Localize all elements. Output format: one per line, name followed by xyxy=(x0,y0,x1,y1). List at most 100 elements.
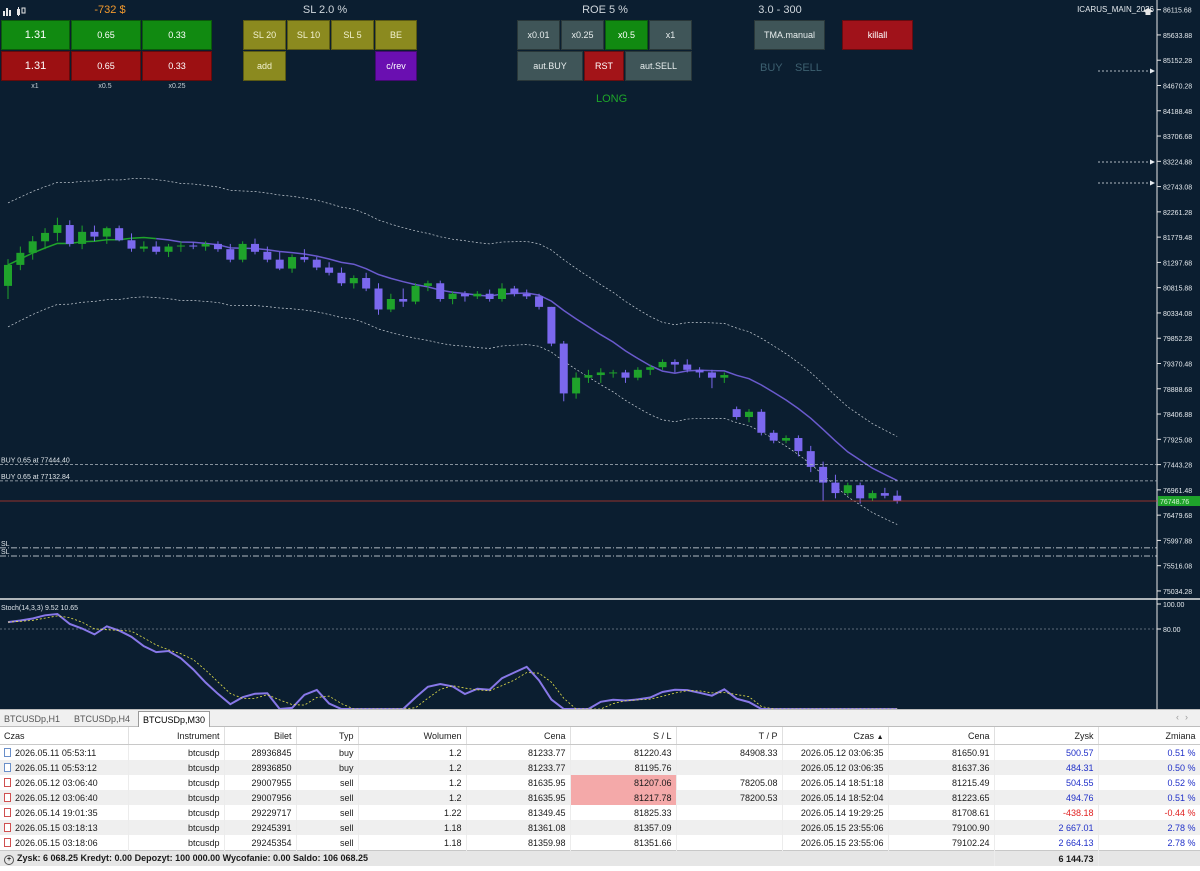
col-zmiana[interactable]: Zmiana xyxy=(1098,727,1200,745)
cell-close-price-value: 81637.36 xyxy=(951,762,990,773)
candle-body xyxy=(115,228,124,241)
sl-10-button[interactable]: SL 10 xyxy=(287,20,330,50)
candle xyxy=(201,241,210,251)
add-button[interactable]: add xyxy=(243,51,286,81)
cell-change: 0.50 % xyxy=(1098,760,1200,775)
cell-volume-value: 1.2 xyxy=(448,792,462,803)
table-row[interactable]: 2026.05.12 03:06:40 btcusdp 29007956 sell 1.… xyxy=(0,790,1200,805)
kill-all-button[interactable]: killall xyxy=(842,20,913,50)
price-tick-label: 82743.08 xyxy=(1163,185,1192,192)
candle xyxy=(423,280,432,292)
sell-size-button-3[interactable]: 0.33 xyxy=(142,51,212,81)
col-wolumen[interactable]: Wolumen xyxy=(358,727,467,745)
candle-body xyxy=(473,293,482,297)
buy-size-button-1[interactable]: 1.31 xyxy=(1,20,70,50)
col-bilet[interactable]: Bilet xyxy=(224,727,297,745)
col-cena-close[interactable]: Cena xyxy=(888,727,995,745)
cell-type-value: buy xyxy=(338,762,354,773)
col-typ[interactable]: Typ xyxy=(296,727,359,745)
table-row[interactable]: 2026.05.11 05:53:11 btcusdp 28936845 buy 1.2… xyxy=(0,744,1200,760)
close-reverse-button[interactable]: c/rev xyxy=(375,51,417,81)
cell-time: 2026.05.11 05:53:12 xyxy=(0,760,129,775)
chart-area[interactable]: 86115.68 85633.88 85152.28 84670.28 84188.48… xyxy=(0,0,1200,709)
cell-volume: 1.22 xyxy=(358,805,467,820)
sell-order-icon xyxy=(4,807,11,817)
buy-size-button-3[interactable]: 0.33 xyxy=(142,20,212,50)
cell-instrument-value: btcusdp xyxy=(187,762,220,773)
cell-ticket: 28936850 xyxy=(224,760,297,775)
candle-body xyxy=(152,246,161,252)
order-lines: BUY 0.65 at 77444.40 BUY 0.65 at 77132.84… xyxy=(0,458,1200,557)
buy-order-icon xyxy=(4,747,11,757)
col-sl[interactable]: S / L xyxy=(570,727,677,745)
table-row[interactable]: 2026.05.11 05:53:12 btcusdp 28936850 buy 1.2… xyxy=(0,760,1200,775)
candle-body xyxy=(535,296,544,307)
candle xyxy=(386,293,395,313)
candle-body xyxy=(16,252,25,265)
table-row[interactable]: 2026.05.14 19:01:35 btcusdp 29229717 sell 1.… xyxy=(0,805,1200,820)
tab-scroll-arrows-icon[interactable]: ‹› xyxy=(1176,712,1194,722)
col-tp[interactable]: T / P xyxy=(676,727,783,745)
cell-close-time-value: 2026.05.14 18:51:18 xyxy=(800,777,884,788)
sell-size-button-1[interactable]: 1.31 xyxy=(1,51,70,81)
cell-time: 2026.05.12 03:06:40 xyxy=(0,775,129,790)
candle-body xyxy=(386,299,395,310)
candle-body xyxy=(90,231,99,237)
col-czas[interactable]: Czas xyxy=(0,727,129,745)
ma-line-bear xyxy=(156,237,898,482)
breakeven-button[interactable]: BE xyxy=(375,20,417,50)
tma-manual-button[interactable]: TMA.manual xyxy=(754,20,825,50)
col-zysk[interactable]: Zysk xyxy=(994,727,1099,745)
mult-05-button[interactable]: x0.5 xyxy=(605,20,648,50)
candle-body xyxy=(658,361,667,368)
sell-size-button-2[interactable]: 0.65 xyxy=(71,51,141,81)
cell-change: -0.44 % xyxy=(1098,805,1200,820)
col-czas-close[interactable]: Czas ▲ xyxy=(782,727,889,745)
auto-sell-button[interactable]: aut.SELL xyxy=(625,51,692,81)
cell-tp-value: 84908.33 xyxy=(739,747,778,758)
mult-1-button[interactable]: x1 xyxy=(649,20,692,50)
candle-body xyxy=(226,249,235,260)
table-row[interactable]: 2026.05.12 03:06:40 btcusdp 29007955 sell 1.… xyxy=(0,775,1200,790)
candle xyxy=(362,272,371,292)
reset-button[interactable]: RST xyxy=(584,51,624,81)
candle xyxy=(510,285,519,297)
price-tick-label: 77925.08 xyxy=(1163,437,1192,444)
expand-plus-icon[interactable]: + xyxy=(4,854,14,865)
price-tick-label: 78406.88 xyxy=(1163,412,1192,419)
candle-body xyxy=(399,299,408,302)
cell-type: buy xyxy=(296,760,359,775)
tab-btcusdp-m30[interactable]: BTCUSDp,M30 xyxy=(138,711,211,727)
cell-type-value: sell xyxy=(339,792,354,803)
mult-025-button[interactable]: x0.25 xyxy=(561,20,604,50)
candle-chart-icon[interactable] xyxy=(16,3,26,16)
candle xyxy=(633,367,642,381)
cell-change-value: -0.44 % xyxy=(1164,807,1196,818)
cell-tp xyxy=(676,820,783,835)
col-instrument[interactable]: Instrument xyxy=(128,727,225,745)
cell-instrument: btcusdp xyxy=(128,760,225,775)
sl-5-button[interactable]: SL 5 xyxy=(331,20,374,50)
buy-size-button-2[interactable]: 0.65 xyxy=(71,20,141,50)
table-row[interactable]: 2026.05.15 03:18:13 btcusdp 29245391 sell 1.… xyxy=(0,820,1200,835)
cell-instrument-value: btcusdp xyxy=(187,807,220,818)
candle-body xyxy=(695,369,704,373)
bar-chart-icon[interactable] xyxy=(3,3,12,16)
cell-tp xyxy=(676,805,783,820)
tab-btcusdp-h1[interactable]: BTCUSDp,H1 xyxy=(4,713,61,724)
col-cena[interactable]: Cena xyxy=(466,727,571,745)
sl-20-button[interactable]: SL 20 xyxy=(243,20,286,50)
candle xyxy=(745,409,753,423)
table-row[interactable]: 2026.05.15 03:18:06 btcusdp 29245354 sell 1.… xyxy=(0,835,1200,851)
cell-tp: 78200.53 xyxy=(676,790,783,805)
cell-type: buy xyxy=(296,744,359,760)
candle-body xyxy=(572,377,581,394)
cell-sl: 81357.09 xyxy=(570,820,677,835)
candle-body xyxy=(213,243,222,250)
auto-buy-button[interactable]: aut.BUY xyxy=(517,51,583,81)
mult-001-button[interactable]: x0.01 xyxy=(517,20,560,50)
candle xyxy=(806,445,815,473)
cell-tp xyxy=(676,835,783,851)
cell-sl-value: 81825.33 xyxy=(633,807,672,818)
tab-btcusdp-h4[interactable]: BTCUSDp,H4 xyxy=(74,713,131,724)
